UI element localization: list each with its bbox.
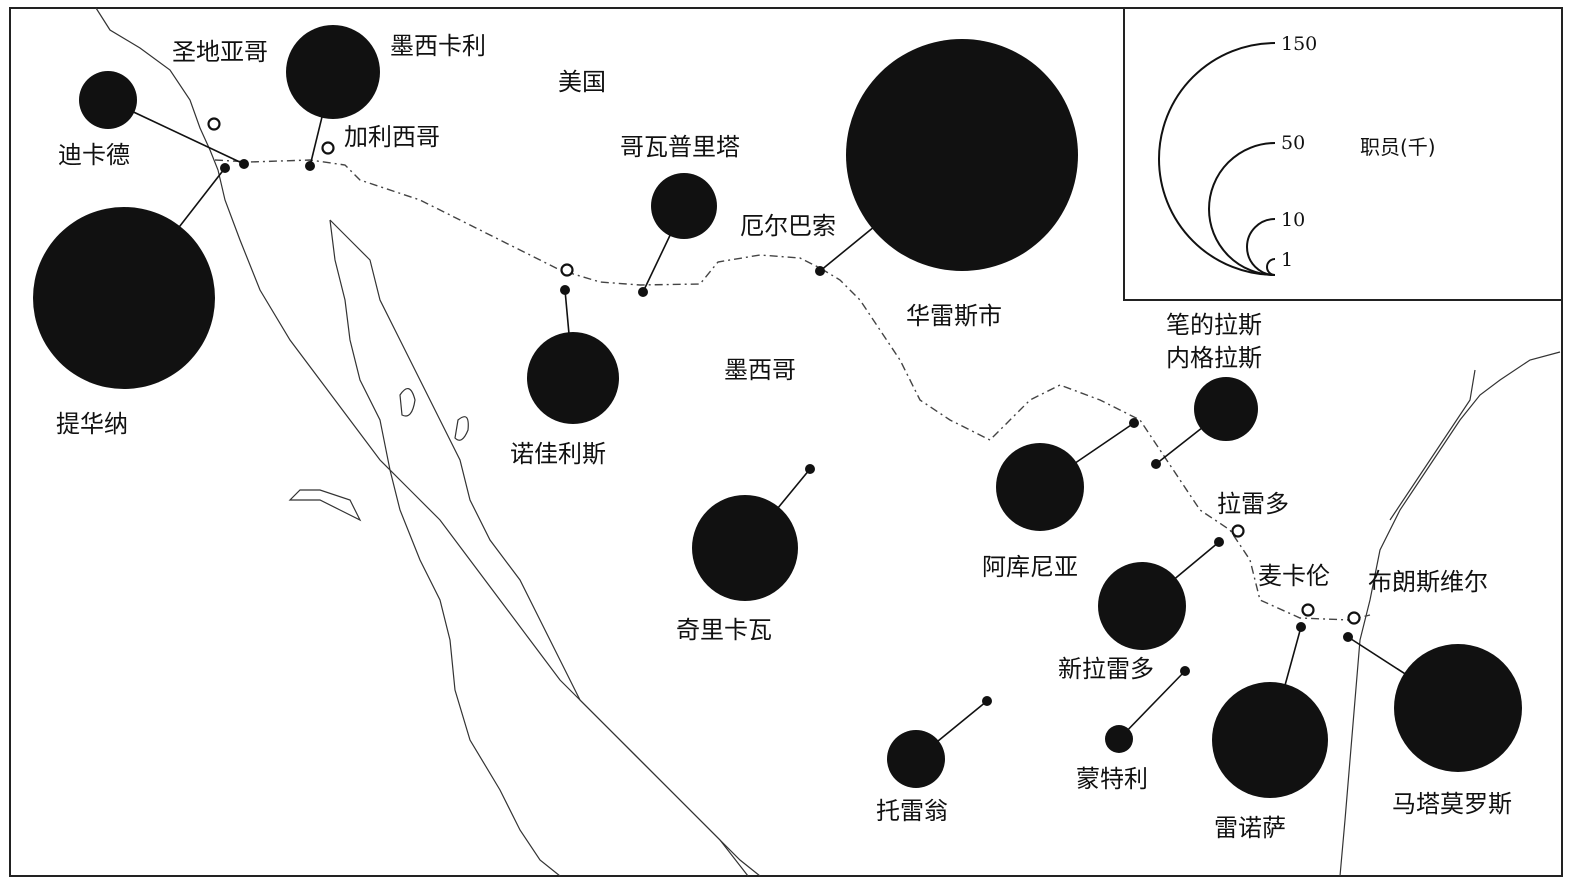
employment-circle-nogales — [527, 332, 619, 424]
employment-circle-torreon — [887, 730, 945, 788]
legend-circle-10 — [1246, 218, 1276, 276]
map-frame — [9, 7, 1563, 877]
city-label-chihuahua: 奇里卡瓦 — [676, 616, 772, 644]
country-label-mexico: 墨西哥 — [724, 356, 796, 384]
city-point-monterrey — [1180, 666, 1190, 676]
employment-circle-chihuahua — [692, 495, 798, 601]
country-label-usa: 美国 — [558, 68, 606, 96]
employment-circle-mexicali — [286, 25, 380, 119]
city-label-brownsville: 布朗斯维尔 — [1368, 568, 1488, 596]
city-point-brownsville — [1347, 611, 1361, 625]
legend-circle-50 — [1208, 142, 1276, 276]
city-point-calexico — [321, 141, 335, 155]
city-point-tijuana — [220, 163, 230, 173]
city-label-torreon: 托雷翁 — [876, 797, 948, 825]
city-label-mcallen: 麦卡伦 — [1258, 562, 1330, 590]
city-label-matamoros: 马塔莫罗斯 — [1392, 790, 1512, 818]
legend-value-1: 1 — [1281, 249, 1293, 271]
city-label-calexico: 加利西哥 — [344, 123, 440, 151]
employment-circle-agua-prieta — [651, 173, 717, 239]
city-point-tecate — [239, 159, 249, 169]
city-point-nogales-us — [560, 263, 574, 277]
city-point-piedras-negras — [1151, 459, 1161, 469]
city-label-juarez: 华雷斯市 — [906, 302, 1002, 330]
city-label-tecate: 迪卡德 — [58, 141, 130, 169]
city-label-piedras-negras-line2: 内格拉斯 — [1166, 344, 1262, 372]
city-point-san-diego — [207, 117, 221, 131]
employment-circle-tecate — [79, 71, 137, 129]
city-point-chihuahua — [805, 464, 815, 474]
city-label-nuevo-laredo: 新拉雷多 — [1058, 655, 1154, 683]
legend-circle-1 — [1266, 258, 1276, 276]
city-point-laredo — [1231, 524, 1245, 538]
city-point-nogales — [560, 285, 570, 295]
city-label-mexicali: 墨西卡利 — [390, 32, 486, 60]
city-label-laredo: 拉雷多 — [1217, 490, 1289, 518]
employment-circle-acuna — [996, 443, 1084, 531]
city-label-piedras-negras-line1: 笔的拉斯 — [1166, 311, 1262, 339]
employment-circle-juarez — [846, 39, 1078, 271]
city-label-san-diego: 圣地亚哥 — [172, 38, 268, 66]
city-point-nuevo-laredo — [1214, 537, 1224, 547]
legend: 150 50 10 1 职员(千) — [1123, 7, 1563, 301]
coastline — [95, 7, 1561, 877]
leader-line-monterrey — [1118, 670, 1186, 740]
legend-circle-150 — [1158, 42, 1276, 276]
city-point-matamoros — [1343, 632, 1353, 642]
city-label-tijuana: 提华纳 — [56, 410, 128, 438]
legend-value-50: 50 — [1281, 132, 1305, 154]
city-label-acuna: 阿库尼亚 — [982, 553, 1078, 581]
legend-title: 职员(千) — [1360, 135, 1436, 159]
employment-circle-monterrey — [1105, 725, 1133, 753]
employment-circle-piedras-negras — [1194, 377, 1258, 441]
employment-circle-nuevo-laredo — [1098, 562, 1186, 650]
city-point-mexicali — [305, 161, 315, 171]
international-border — [214, 159, 1371, 621]
city-label-agua-prieta: 哥瓦普里塔 — [620, 133, 740, 161]
city-point-torreon — [982, 696, 992, 706]
city-label-reynosa: 雷诺萨 — [1214, 814, 1286, 842]
city-point-reynosa — [1296, 622, 1306, 632]
city-label-nogales: 诺佳利斯 — [510, 440, 606, 468]
city-point-juarez — [815, 266, 825, 276]
legend-box — [1123, 7, 1563, 301]
employment-circle-tijuana — [33, 207, 215, 389]
city-point-mcallen — [1301, 603, 1315, 617]
city-point-acuna — [1129, 418, 1139, 428]
legend-value-10: 10 — [1281, 209, 1305, 231]
employment-circle-matamoros — [1394, 644, 1522, 772]
legend-value-150: 150 — [1281, 33, 1317, 55]
city-label-el-paso: 厄尔巴索 — [740, 212, 836, 240]
city-point-agua-prieta — [638, 287, 648, 297]
city-label-monterrey: 蒙特利 — [1076, 765, 1148, 793]
employment-circle-reynosa — [1212, 682, 1328, 798]
